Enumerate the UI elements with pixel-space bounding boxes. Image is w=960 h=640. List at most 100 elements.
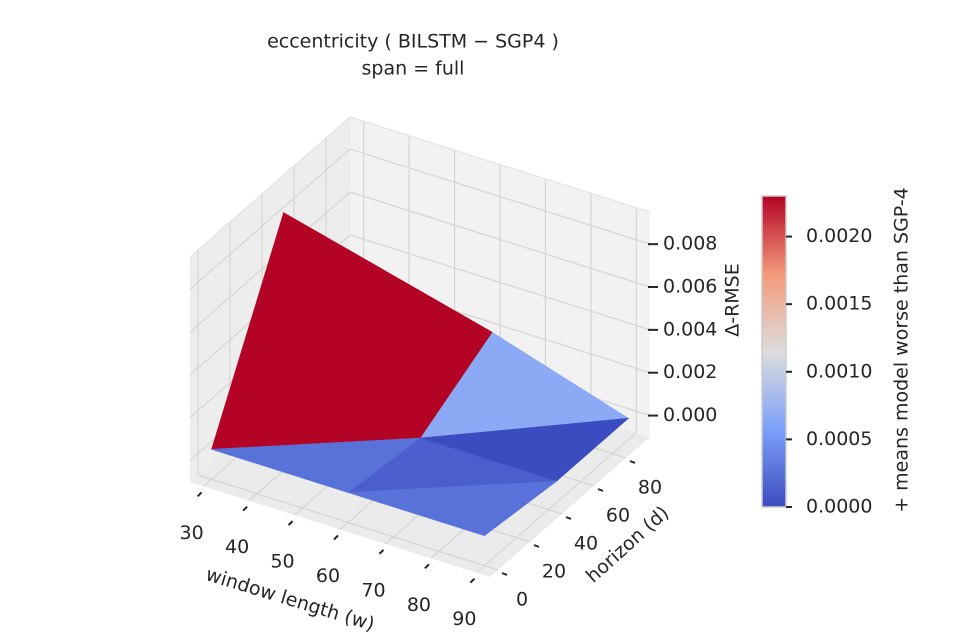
y-tick bbox=[501, 572, 508, 576]
x-tick bbox=[333, 534, 339, 541]
x-tick bbox=[287, 520, 294, 526]
colorbar-cell bbox=[762, 263, 786, 269]
colorbar-cell bbox=[762, 490, 786, 496]
colorbar-cell bbox=[762, 288, 786, 293]
x-tick-label: 30 bbox=[180, 522, 204, 544]
z-tick-label: 0.008 bbox=[663, 233, 717, 255]
z-axis-label: Δ-RMSE bbox=[722, 263, 744, 337]
colorbar-cell bbox=[762, 276, 786, 281]
colorbar-cell bbox=[762, 441, 786, 446]
colorbar-cell bbox=[762, 341, 786, 346]
colorbar-cell bbox=[762, 472, 786, 477]
colorbar-cell bbox=[762, 344, 786, 349]
grid-line bbox=[189, 148, 351, 290]
colorbar-cell bbox=[762, 469, 786, 474]
colorbar-cell bbox=[762, 388, 786, 393]
colorbar-cell bbox=[762, 466, 786, 471]
colorbar-cell bbox=[762, 378, 786, 384]
grid-line bbox=[197, 474, 499, 571]
colorbar-cell bbox=[762, 494, 786, 499]
colorbar-cell bbox=[762, 232, 786, 237]
colorbar-cell bbox=[762, 323, 786, 328]
colorbar-cell bbox=[762, 385, 786, 390]
colorbar-tick-label: 0.0015 bbox=[806, 293, 872, 315]
colorbar-cell bbox=[762, 248, 786, 253]
colorbar-cell bbox=[762, 257, 786, 262]
colorbar-cell bbox=[762, 198, 786, 203]
colorbar-cell bbox=[762, 195, 786, 200]
colorbar-cell bbox=[762, 416, 786, 421]
colorbar-cell bbox=[762, 207, 786, 213]
x-tick-label: 80 bbox=[407, 594, 431, 616]
y-tick-label: 60 bbox=[606, 505, 630, 527]
colorbar-cell bbox=[762, 226, 786, 231]
x-tick bbox=[196, 491, 203, 498]
colorbar-cell bbox=[762, 372, 786, 377]
colorbar-cell bbox=[762, 444, 786, 449]
colorbar-cell bbox=[762, 459, 786, 464]
chart-subtitle: span = full bbox=[362, 58, 465, 80]
colorbar-cell bbox=[762, 478, 786, 483]
x-tick-label: 60 bbox=[316, 565, 340, 587]
colorbar-cell bbox=[762, 425, 786, 430]
y-tick-label: 80 bbox=[638, 477, 662, 499]
colorbar-cell bbox=[762, 273, 786, 278]
colorbar-cell bbox=[762, 235, 786, 241]
colorbar-cell bbox=[762, 462, 786, 468]
colorbar-tick-label: 0.0000 bbox=[806, 496, 872, 518]
x-tick-label: 90 bbox=[452, 608, 476, 630]
colorbar-cell bbox=[762, 410, 786, 415]
colorbar-cell bbox=[762, 391, 786, 396]
colorbar-cell bbox=[762, 270, 786, 275]
colorbar-cell bbox=[762, 450, 786, 455]
colorbar-cell bbox=[762, 354, 786, 359]
colorbar-cell bbox=[762, 357, 786, 362]
colorbar-cell bbox=[762, 422, 786, 427]
colorbar-cell bbox=[762, 211, 786, 216]
x-tick bbox=[378, 549, 385, 555]
surface-face bbox=[211, 437, 421, 493]
colorbar-cell bbox=[762, 298, 786, 303]
colorbar-cell bbox=[762, 335, 786, 340]
colorbar-cell bbox=[762, 360, 786, 365]
surface-face bbox=[347, 480, 558, 537]
colorbar-cell bbox=[762, 419, 786, 424]
colorbar-cell bbox=[762, 497, 786, 502]
colorbar-cell bbox=[762, 229, 786, 234]
z-tick-label: 0.002 bbox=[663, 361, 717, 383]
colorbar-cell bbox=[762, 447, 786, 452]
colorbar-cell bbox=[762, 245, 786, 250]
colorbar-cell bbox=[762, 481, 786, 486]
colorbar-cell bbox=[762, 326, 786, 331]
colorbar-cell bbox=[762, 375, 786, 380]
colorbar-cell bbox=[762, 242, 786, 247]
y-tick bbox=[597, 488, 604, 492]
chart-title: eccentricity ( BILSTM − SGP4 ) bbox=[267, 31, 559, 53]
axis-edge bbox=[189, 116, 651, 258]
colorbar-cell bbox=[762, 282, 786, 287]
colorbar-cell bbox=[762, 214, 786, 219]
colorbar-cell bbox=[762, 301, 786, 306]
colorbar-cell bbox=[762, 220, 786, 225]
colorbar-cell bbox=[762, 201, 786, 206]
colorbar-cell bbox=[762, 307, 786, 312]
colorbar-cell bbox=[762, 382, 786, 387]
colorbar-cell bbox=[762, 260, 786, 265]
colorbar-cell bbox=[762, 291, 786, 297]
colorbar-cell bbox=[762, 351, 786, 356]
grid-line bbox=[349, 234, 651, 331]
colorbar-cell bbox=[762, 304, 786, 309]
colorbar-cell bbox=[762, 347, 786, 352]
x-tick-label: 50 bbox=[270, 551, 294, 573]
z-tick-label: 0.000 bbox=[663, 404, 717, 426]
x-tick bbox=[469, 577, 476, 584]
colorbar-cell bbox=[762, 369, 786, 374]
colorbar-cell bbox=[762, 217, 786, 222]
colorbar-cell bbox=[762, 332, 786, 337]
colorbar-cell bbox=[762, 316, 786, 321]
colorbar-cell bbox=[762, 239, 786, 244]
colorbar-label: + means model worse than SGP-4 bbox=[891, 187, 913, 513]
colorbar-cell bbox=[762, 204, 786, 209]
colorbar-cell bbox=[762, 475, 786, 480]
